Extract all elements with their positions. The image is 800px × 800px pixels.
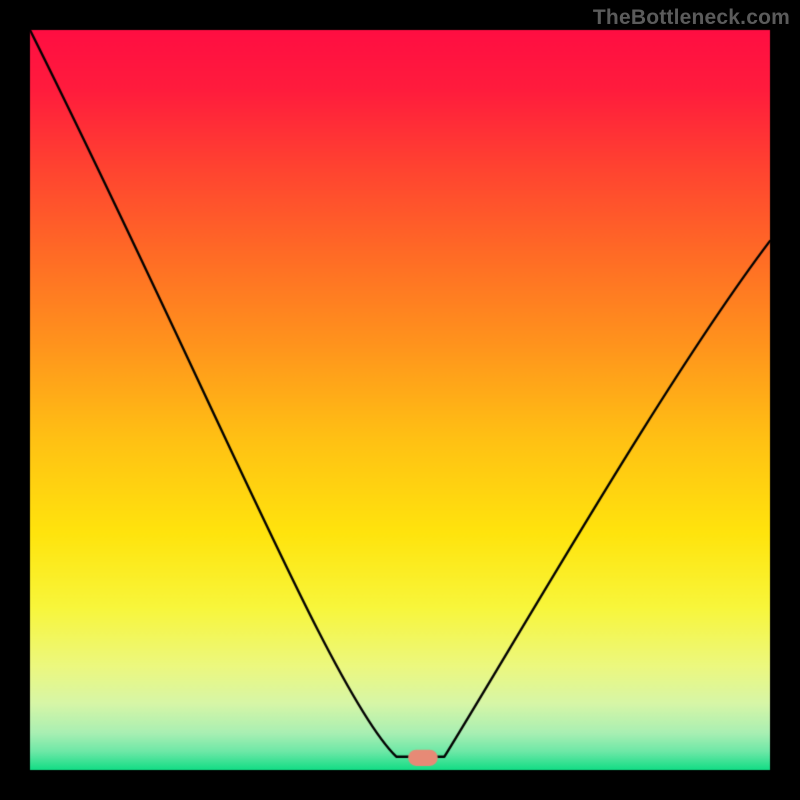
bottleneck-curve-canvas (0, 0, 800, 800)
chart-stage: TheBottleneck.com (0, 0, 800, 800)
